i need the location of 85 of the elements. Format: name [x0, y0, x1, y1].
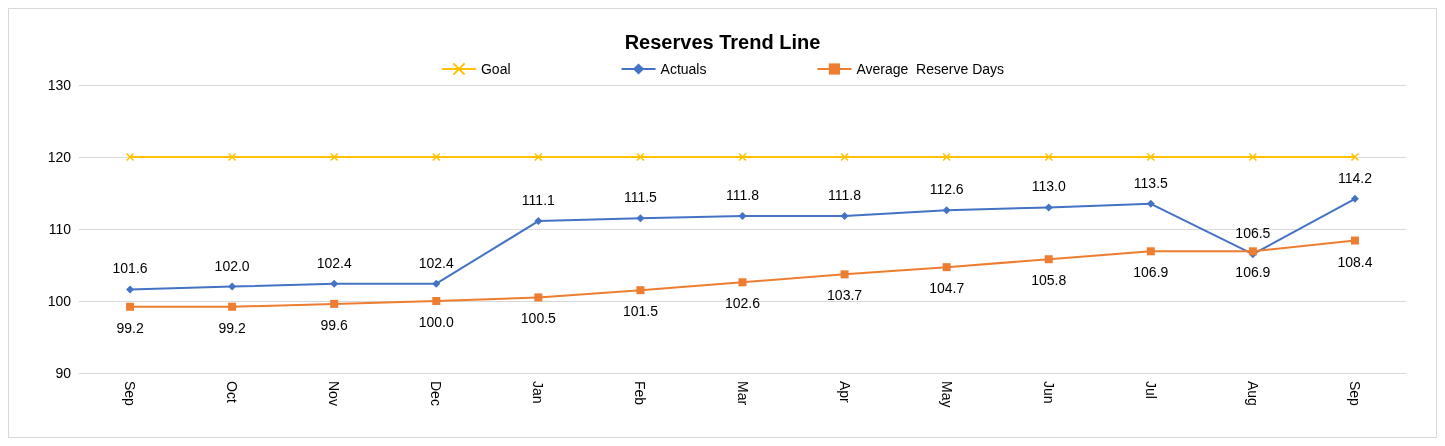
point	[126, 302, 135, 311]
data-label: 102.0	[214, 257, 250, 274]
x-tick-label: Nov	[326, 381, 343, 406]
point	[636, 214, 645, 223]
data-label: 111.8	[726, 187, 760, 204]
data-label: 99.2	[116, 319, 144, 336]
point	[738, 212, 747, 221]
x-tick-label: Sep	[1346, 381, 1363, 407]
point	[738, 152, 747, 162]
point	[1044, 152, 1053, 162]
legend-label: Goal	[480, 61, 511, 77]
point	[840, 212, 849, 221]
point	[1350, 236, 1359, 245]
y-tick-label: 120	[47, 149, 72, 165]
point	[534, 152, 543, 162]
data-label: 99.2	[218, 319, 246, 336]
x-tick-label: Oct	[224, 381, 241, 403]
point	[534, 217, 543, 226]
point	[1248, 152, 1258, 162]
data-label: 111.1	[521, 192, 556, 209]
data-label: 101.6	[112, 260, 148, 277]
data-label: 102.6	[724, 295, 761, 312]
point	[432, 279, 441, 288]
x-tick-label: Jun	[1040, 381, 1057, 404]
point	[228, 282, 237, 291]
point	[432, 152, 441, 162]
point	[942, 263, 951, 272]
data-label: 102.4	[316, 254, 352, 271]
point	[1350, 194, 1359, 203]
data-label: 100.0	[418, 314, 454, 330]
data-label: 108.4	[1337, 253, 1373, 270]
data-label: 101.5	[622, 303, 659, 320]
data-label: 106.9	[1235, 264, 1271, 281]
point	[330, 299, 339, 308]
point	[126, 285, 135, 294]
y-tick-label: 130	[47, 77, 72, 93]
point	[738, 278, 747, 287]
data-label: 106.5	[1235, 225, 1271, 242]
point	[840, 152, 849, 162]
data-label: 103.7	[827, 287, 863, 304]
data-label: 105.8	[1031, 272, 1067, 289]
x-tick-label: Jan	[530, 381, 547, 404]
point	[1350, 152, 1360, 162]
data-label: 100.5	[520, 310, 557, 327]
point	[432, 297, 441, 305]
chart-title: Reserves Trend Line	[624, 31, 821, 53]
x-tick-label: Aug	[1244, 381, 1261, 406]
legend-label: Actuals	[660, 61, 707, 77]
point	[330, 279, 339, 288]
point	[636, 286, 645, 295]
point	[228, 302, 237, 311]
y-tick-label: 110	[48, 221, 72, 237]
data-label: 111.5	[623, 189, 658, 206]
legend-label: Average Reserve Days	[856, 61, 1005, 77]
point	[1146, 152, 1156, 162]
point	[125, 152, 135, 162]
data-label: 113.0	[1031, 178, 1066, 195]
data-label: 112.6	[929, 181, 964, 198]
x-tick-label: Mar	[734, 381, 751, 406]
x-tick-label: Apr	[836, 381, 853, 404]
x-tick-label: Dec	[428, 381, 445, 406]
point	[534, 293, 543, 302]
y-tick-label: 100	[47, 293, 72, 309]
point	[1044, 255, 1053, 264]
point	[840, 270, 849, 279]
data-label: 104.7	[929, 280, 965, 297]
point	[942, 152, 951, 162]
point	[329, 152, 339, 162]
point	[636, 152, 645, 162]
y-tick-label: 90	[55, 365, 72, 381]
point	[227, 152, 237, 162]
x-tick-label: Feb	[632, 381, 649, 406]
data-label: 106.9	[1133, 264, 1169, 281]
data-label: 114.2	[1337, 169, 1373, 186]
point	[1146, 199, 1155, 208]
data-label: 111.8	[828, 187, 862, 204]
point	[1044, 203, 1053, 212]
x-tick-label: Jul	[1142, 381, 1159, 399]
data-label: 113.5	[1133, 174, 1169, 191]
data-label: 99.6	[320, 316, 349, 333]
x-tick-label: Sep	[122, 381, 139, 407]
x-tick-label: May	[938, 381, 955, 408]
point	[1146, 247, 1155, 256]
data-label: 102.4	[418, 254, 454, 271]
point	[942, 206, 951, 215]
